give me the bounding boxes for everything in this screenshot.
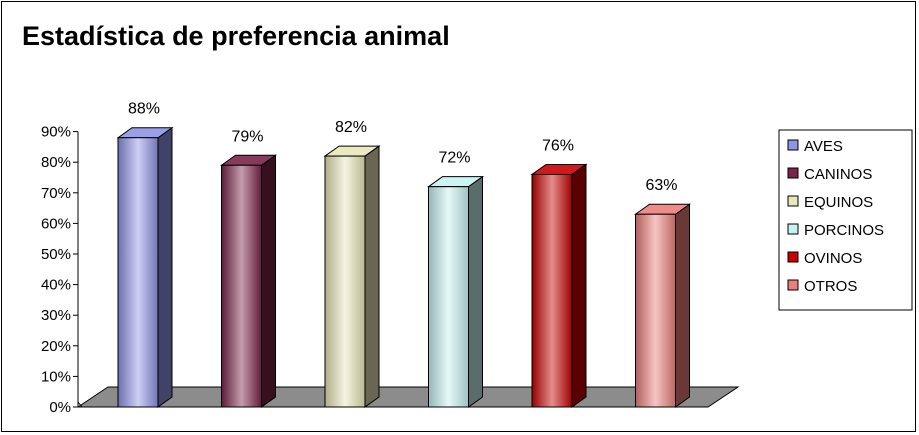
bars-layer xyxy=(116,126,692,408)
legend-swatch xyxy=(787,223,799,235)
legend-swatch xyxy=(787,279,799,291)
data-label-ovinos: 76% xyxy=(542,137,574,154)
floor-edge xyxy=(77,401,83,408)
legend-entry-otros: OTROS xyxy=(804,278,857,295)
legend-entry-equinos: EQUINOS xyxy=(804,194,873,211)
legend-swatch xyxy=(787,195,799,207)
data-label-caninos: 79% xyxy=(231,128,263,145)
bar-otros xyxy=(635,213,676,408)
legend: AVES CANINOS EQUINOS PORCINOS OVINOS OTROS xyxy=(778,129,913,311)
y-tick-label: 90% xyxy=(41,124,71,141)
bar-side xyxy=(675,203,690,408)
y-tick-label: 70% xyxy=(41,185,71,202)
legend-swatch xyxy=(787,167,799,179)
y-tick-label: 60% xyxy=(41,215,71,232)
bar-side xyxy=(157,126,173,408)
legend-entry-porcinos: PORCINOS xyxy=(804,222,884,239)
bar-aves xyxy=(117,137,159,408)
y-tick-label: 40% xyxy=(41,277,71,294)
y-tick-label: 0% xyxy=(49,399,71,416)
legend-entry-ovinos: OVINOS xyxy=(804,250,862,267)
labels-layer: 88% 79% 82% 72% 76% 63% xyxy=(128,101,678,195)
chart-title: Estadística de preferencia animal xyxy=(22,21,450,51)
y-tick-label: 50% xyxy=(41,246,71,263)
bar-side xyxy=(468,175,483,408)
legend-swatch xyxy=(787,251,799,263)
legend-entry-aves: AVES xyxy=(804,138,843,155)
y-tick-label: 30% xyxy=(41,307,71,324)
bar-ovinos xyxy=(531,173,573,408)
data-label-equinos: 82% xyxy=(335,119,367,136)
data-label-otros: 63% xyxy=(645,177,677,194)
y-tick-label: 10% xyxy=(41,368,71,385)
data-label-aves: 88% xyxy=(128,101,160,118)
bar-caninos xyxy=(221,164,262,408)
legend-box xyxy=(778,129,913,311)
y-tick-label: 20% xyxy=(41,338,71,355)
y-tick-label: 80% xyxy=(41,154,71,171)
bar-porcinos xyxy=(428,186,469,408)
legend-swatch xyxy=(787,139,799,151)
bar-side xyxy=(364,145,380,408)
bar-side xyxy=(571,163,587,408)
bar-side xyxy=(261,154,276,408)
axis-layer: 0% 10% 20% 30% 40% 50% 60% 70% 80% 90% xyxy=(41,124,79,416)
legend-entry-caninos: CANINOS xyxy=(804,166,872,183)
data-label-porcinos: 72% xyxy=(438,150,470,167)
bar-equinos xyxy=(324,155,366,408)
